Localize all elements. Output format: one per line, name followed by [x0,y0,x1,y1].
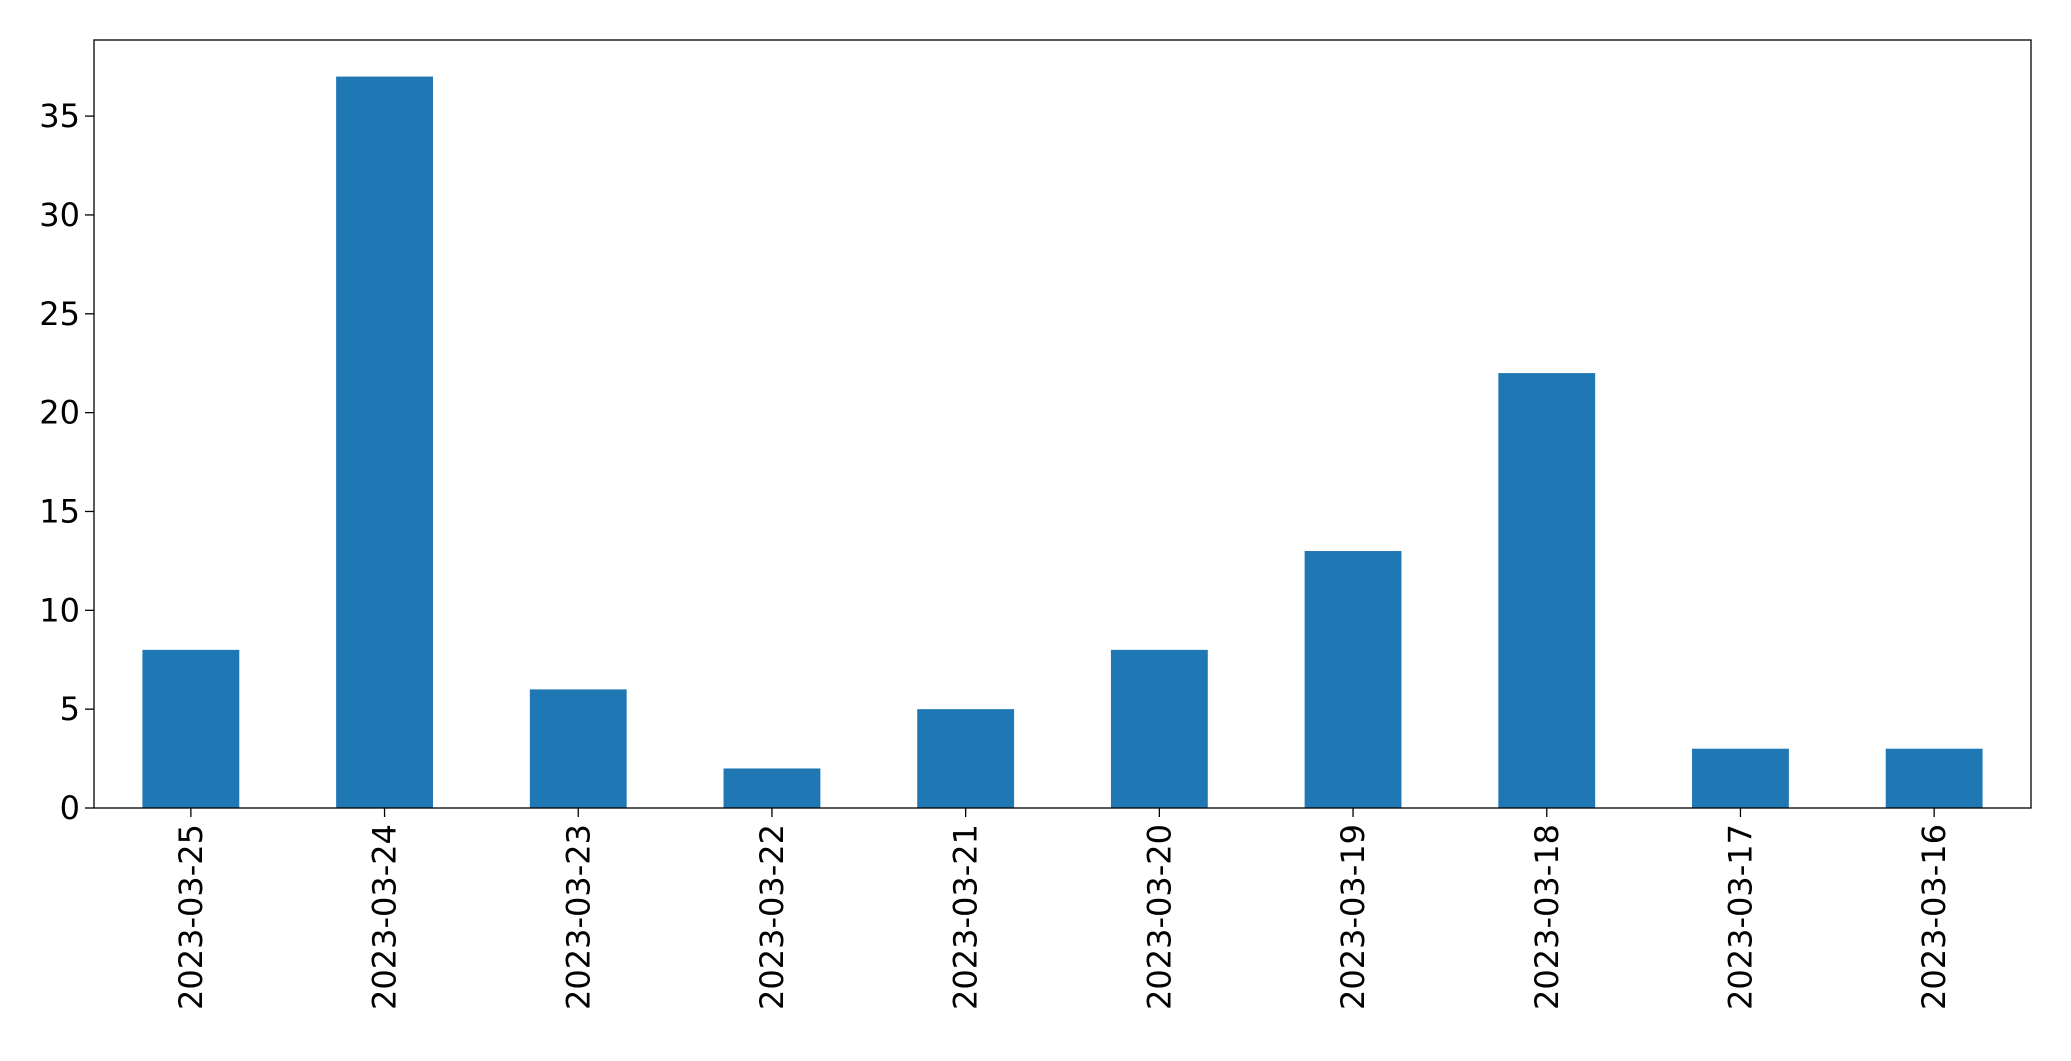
bar [1885,748,1983,808]
x-tick-label: 2023-03-22 [753,824,791,1010]
x-tick-label: 2023-03-16 [1915,824,1953,1010]
x-tick-label: 2023-03-18 [1528,824,1566,1010]
bar [723,768,821,808]
y-tick-label: 5 [60,690,80,728]
x-tick-label: 2023-03-20 [1140,824,1178,1010]
y-tick-label: 25 [39,295,80,333]
bar [336,76,433,809]
x-tick-label: 2023-03-23 [559,824,597,1010]
x-tick-label: 2023-03-17 [1721,824,1759,1010]
y-tick-label: 0 [60,789,80,827]
y-tick-label: 20 [39,394,80,432]
y-tick-label: 10 [39,591,80,629]
y-tick-label: 15 [39,492,80,530]
x-tick-label: 2023-03-21 [947,824,985,1010]
bar [142,649,240,808]
y-tick-label: 30 [39,196,80,234]
bar [529,689,627,808]
x-tick-label: 2023-03-19 [1334,824,1372,1010]
bar [1498,373,1596,808]
bar [1692,748,1789,808]
bar [1304,551,1402,808]
plot-frame [93,39,2032,809]
x-tick-label: 2023-03-24 [366,824,404,1010]
x-tick-label: 2023-03-25 [172,824,210,1010]
y-tick-label: 35 [39,97,80,135]
bar [1110,649,1208,808]
bar [917,709,1015,808]
